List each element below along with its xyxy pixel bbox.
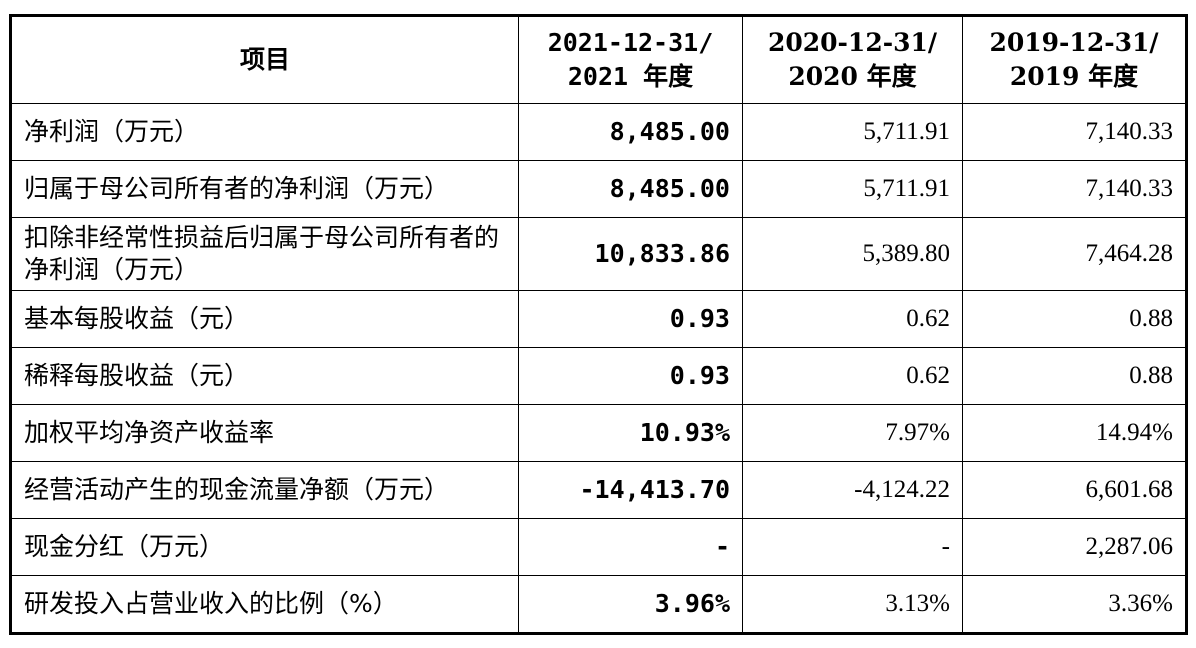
- table-row: 经营活动产生的现金流量净额（万元） -14,413.70 -4,124.22 6…: [10, 461, 1187, 519]
- row-label: 归属于母公司所有者的净利润（万元）: [10, 160, 519, 218]
- table-row: 加权平均净资产收益率 10.93% 7.97% 14.94%: [10, 404, 1187, 462]
- header-2020-year: 2020 年度: [788, 62, 917, 91]
- value-2020: 0.62: [742, 347, 963, 405]
- row-label: 现金分红（万元）: [10, 518, 519, 576]
- value-2021: 3.96%: [518, 575, 743, 634]
- value-2021: 0.93: [518, 290, 743, 348]
- financial-indicators-table: 项目 2021-12-31/ 2021 年度 2020-12-31/ 2020 …: [9, 14, 1188, 635]
- header-2021-date: 2021-12-31/: [547, 28, 714, 57]
- row-label: 经营活动产生的现金流量净额（万元）: [10, 461, 519, 519]
- value-2019: 7,140.33: [962, 103, 1187, 161]
- header-2019-date: 2019-12-31/: [989, 28, 1159, 57]
- value-2020: 5,711.91: [742, 103, 963, 161]
- value-2019: 3.36%: [962, 575, 1187, 634]
- header-2019: 2019-12-31/ 2019 年度: [962, 15, 1187, 104]
- value-2020: 0.62: [742, 290, 963, 348]
- table-row: 稀释每股收益（元） 0.93 0.62 0.88: [10, 347, 1187, 405]
- value-2019: 0.88: [962, 290, 1187, 348]
- header-2020-date: 2020-12-31/: [767, 28, 938, 57]
- value-2021: 10,833.86: [518, 217, 743, 291]
- value-2021: 0.93: [518, 347, 743, 405]
- value-2019: 7,464.28: [962, 217, 1187, 291]
- table-header-row: 项目 2021-12-31/ 2021 年度 2020-12-31/ 2020 …: [10, 15, 1187, 104]
- value-2019: 0.88: [962, 347, 1187, 405]
- table-row: 净利润（万元） 8,485.00 5,711.91 7,140.33: [10, 103, 1187, 161]
- value-2020: -: [742, 518, 963, 576]
- row-label: 研发投入占营业收入的比例（%）: [10, 575, 519, 634]
- value-2020: 5,711.91: [742, 160, 963, 218]
- value-2019: 14.94%: [962, 404, 1187, 462]
- row-label: 加权平均净资产收益率: [10, 404, 519, 462]
- value-2020: 5,389.80: [742, 217, 963, 291]
- table-row: 归属于母公司所有者的净利润（万元） 8,485.00 5,711.91 7,14…: [10, 160, 1187, 218]
- value-2019: 7,140.33: [962, 160, 1187, 218]
- value-2019: 2,287.06: [962, 518, 1187, 576]
- row-label: 基本每股收益（元）: [10, 290, 519, 348]
- row-label: 净利润（万元）: [10, 103, 519, 161]
- value-2020: 7.97%: [742, 404, 963, 462]
- table-row: 研发投入占营业收入的比例（%） 3.96% 3.13% 3.36%: [10, 575, 1187, 634]
- value-2020: 3.13%: [742, 575, 963, 634]
- header-2019-year: 2019 年度: [1009, 62, 1139, 91]
- header-2021-year: 2021 年度: [567, 62, 694, 91]
- header-2021: 2021-12-31/ 2021 年度: [518, 15, 743, 104]
- value-2021: -14,413.70: [518, 461, 743, 519]
- value-2021: 10.93%: [518, 404, 743, 462]
- financial-table-container: 项目 2021-12-31/ 2021 年度 2020-12-31/ 2020 …: [9, 14, 1188, 635]
- table-row: 扣除非经常性损益后归属于母公司所有者的净利润（万元） 10,833.86 5,3…: [10, 217, 1187, 291]
- header-2020: 2020-12-31/ 2020 年度: [742, 15, 963, 104]
- table-row: 基本每股收益（元） 0.93 0.62 0.88: [10, 290, 1187, 348]
- value-2021: 8,485.00: [518, 103, 743, 161]
- row-label: 扣除非经常性损益后归属于母公司所有者的净利润（万元）: [10, 217, 519, 291]
- row-label: 稀释每股收益（元）: [10, 347, 519, 405]
- header-item: 项目: [10, 15, 519, 104]
- value-2021: 8,485.00: [518, 160, 743, 218]
- value-2021: -: [518, 518, 743, 576]
- value-2019: 6,601.68: [962, 461, 1187, 519]
- table-row: 现金分红（万元） - - 2,287.06: [10, 518, 1187, 576]
- value-2020: -4,124.22: [742, 461, 963, 519]
